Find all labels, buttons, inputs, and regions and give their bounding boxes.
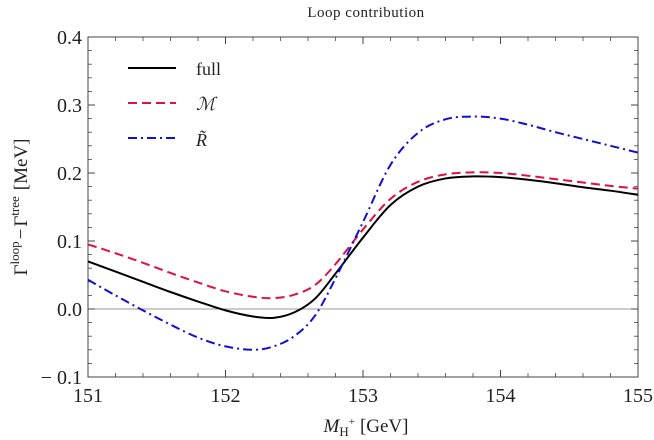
y-axis-label-gamma2: Γ <box>11 216 32 227</box>
x-axis-label-unit: [GeV] <box>360 416 409 437</box>
y-axis-label: Γloop− Γtree [MeV] <box>7 139 32 276</box>
x-tick-label: 151 <box>73 385 103 407</box>
x-axis-label-main: M <box>323 416 341 437</box>
x-axis-label-sub: H <box>339 424 348 439</box>
x-tick-label: 154 <box>486 385 516 407</box>
chart-title: Loop contribution <box>307 5 424 21</box>
y-axis-label-minus: − <box>11 229 32 240</box>
series-line-full <box>87 175 639 320</box>
y-axis-label-unit: [MeV] <box>11 139 32 191</box>
legend-label-r-tilde: R̃ <box>195 130 207 150</box>
legend-label-m: ℳ <box>196 94 218 114</box>
series-line-r-tilde <box>87 115 639 351</box>
y-tick-label: 0.3 <box>57 95 82 117</box>
x-tick-label: 153 <box>348 385 378 407</box>
x-tick-label: 155 <box>623 385 653 407</box>
axis-ticks <box>87 36 639 378</box>
series-lines <box>87 115 639 351</box>
y-tick-label: − 0.1 <box>41 367 82 389</box>
legend-label-full: full <box>196 59 221 79</box>
y-tick-label: 0.1 <box>57 231 82 253</box>
legend: full ℳ R̃ <box>128 59 221 150</box>
y-axis-label-sup2: tree <box>7 196 22 216</box>
x-tick-labels: 151 152 153 154 155 <box>73 385 653 407</box>
x-tick-label: 152 <box>211 385 241 407</box>
x-axis-label: MH+ [GeV] <box>323 416 409 439</box>
series-line-m <box>87 171 639 300</box>
y-tick-label: 0.4 <box>57 27 82 49</box>
y-tick-label: 0.0 <box>57 299 82 321</box>
plot-frame <box>87 36 639 378</box>
y-axis-label-sup1: loop <box>7 241 22 264</box>
x-axis-label-sup: + <box>349 416 355 428</box>
y-axis-label-gamma1: Γ <box>11 265 32 276</box>
y-tick-labels: − 0.1 0.0 0.1 0.2 0.3 0.4 <box>41 27 82 389</box>
y-tick-label: 0.2 <box>57 163 82 185</box>
